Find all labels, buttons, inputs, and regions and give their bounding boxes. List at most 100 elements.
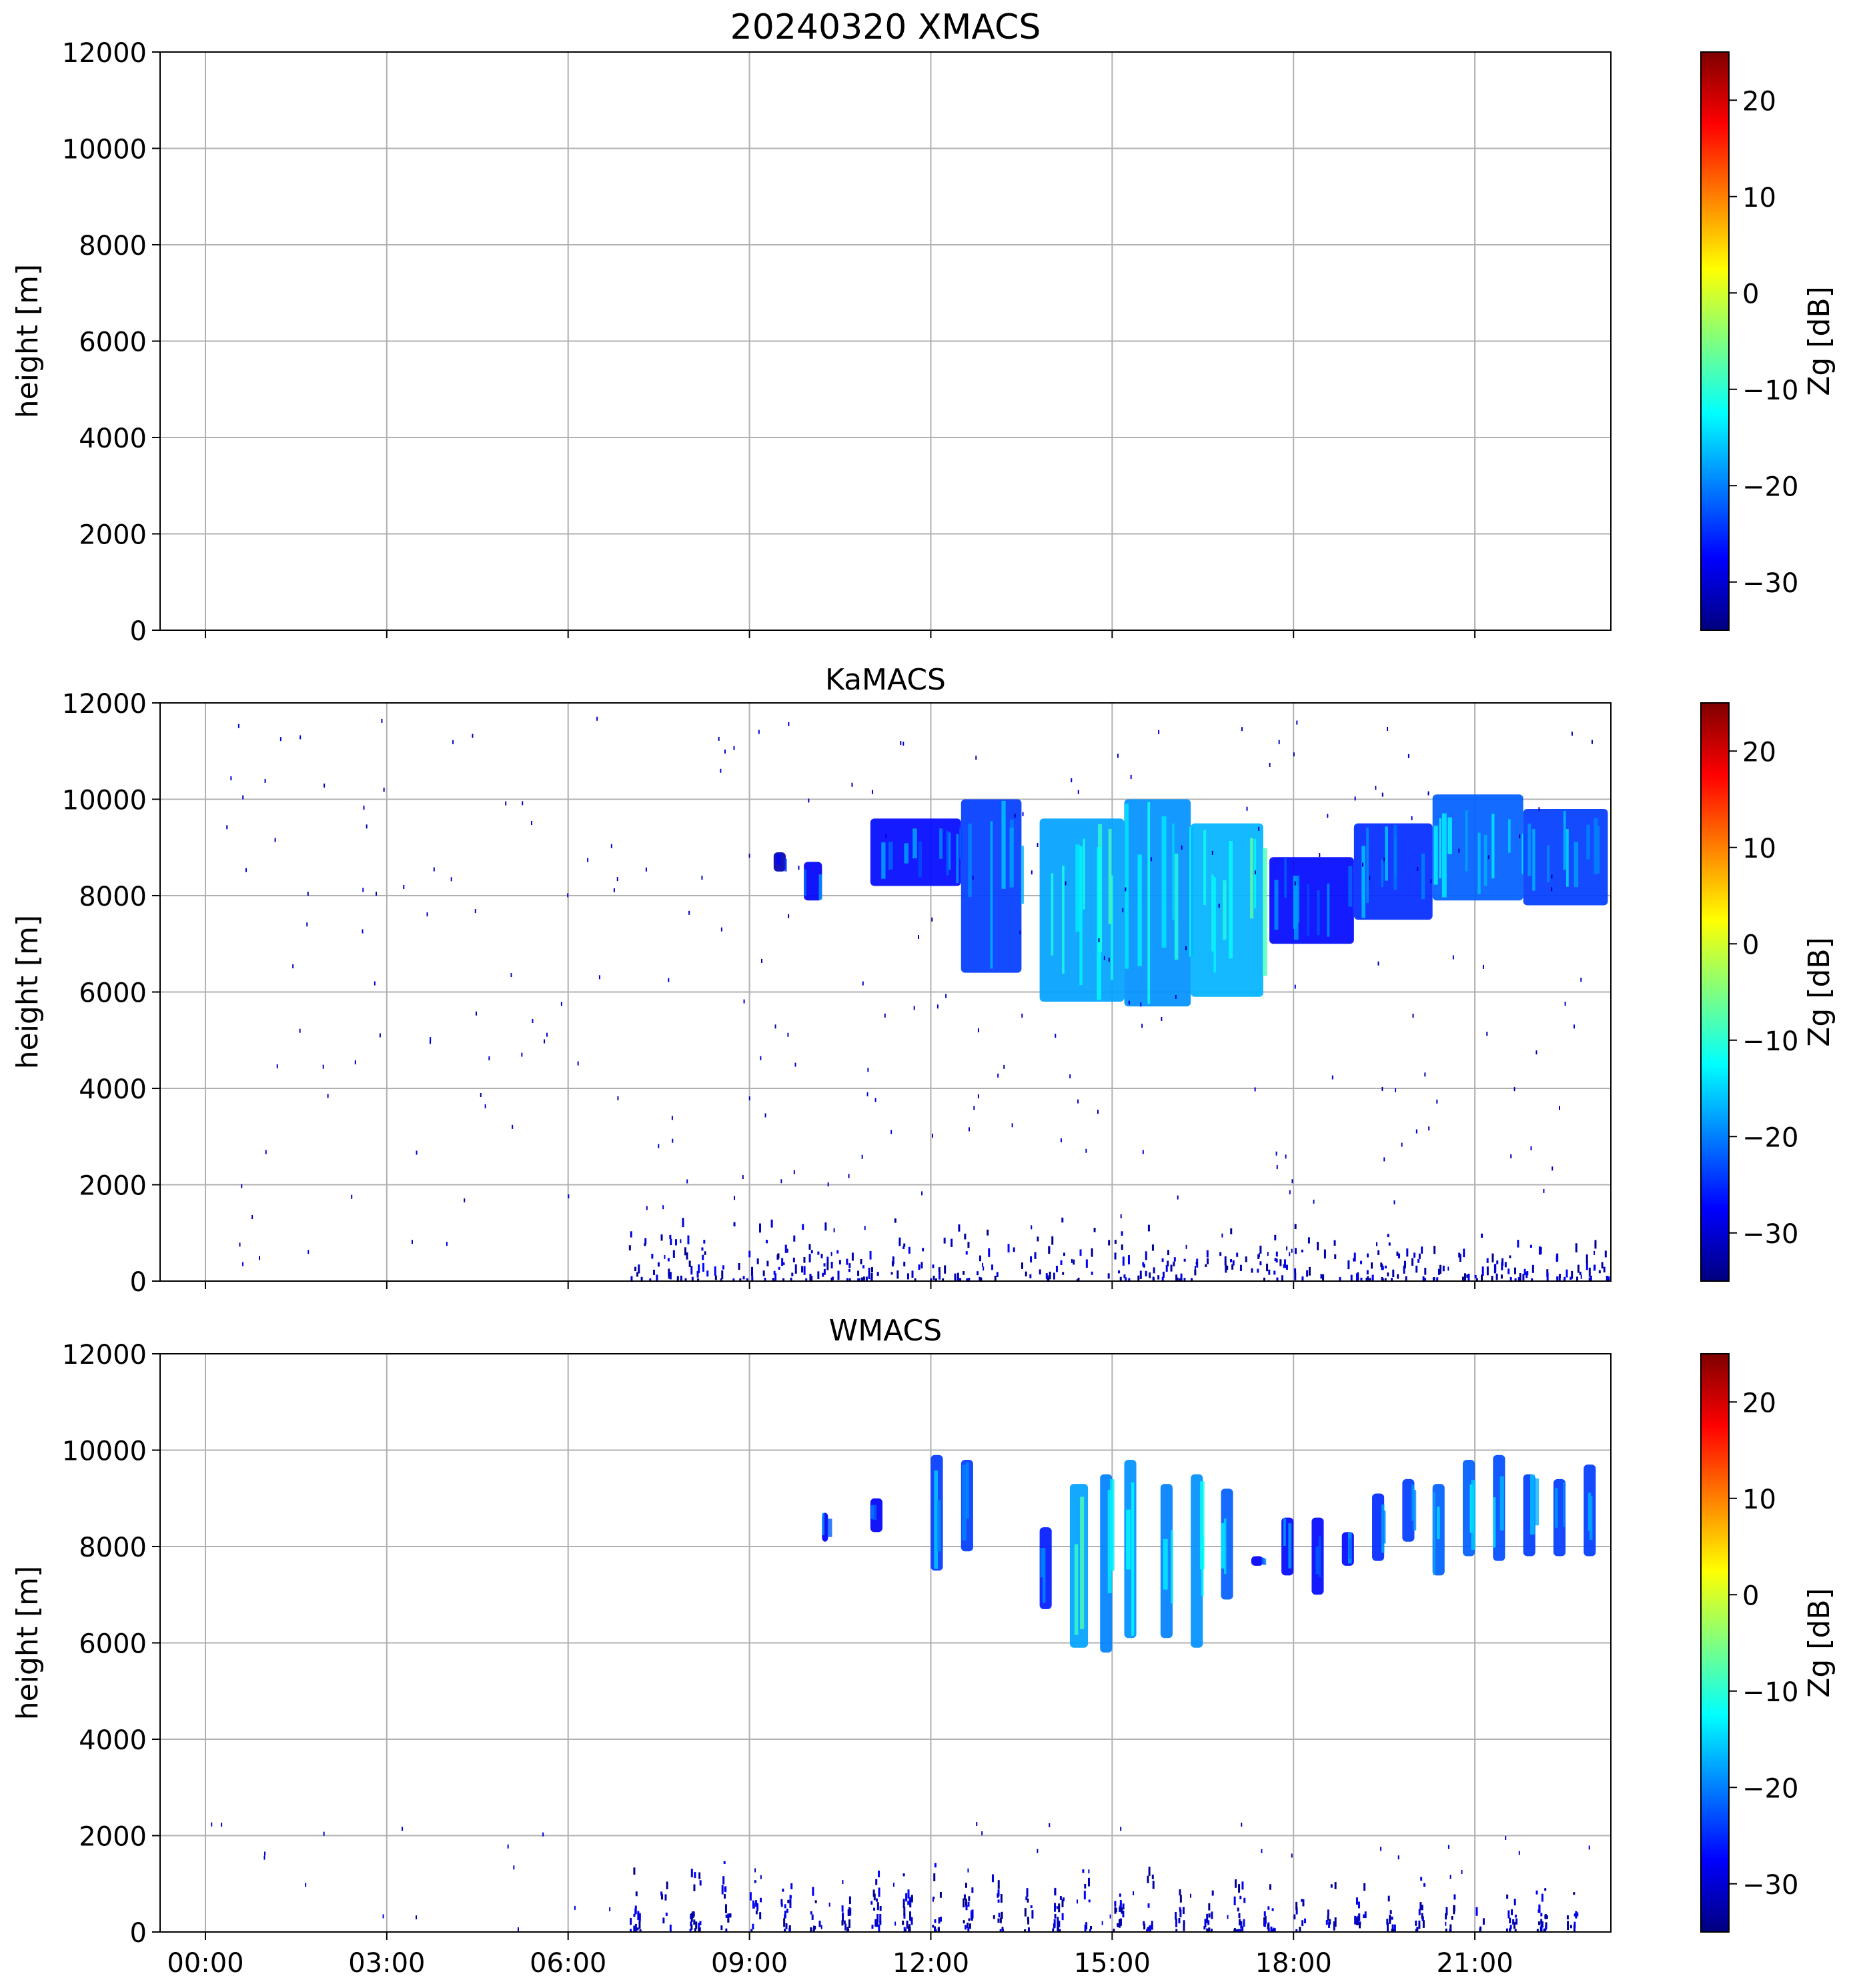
boundary-layer-echo [857,1270,860,1276]
noise-echo [890,1130,892,1134]
boundary-layer-echo [896,1270,899,1279]
boundary-layer-echo [698,1264,700,1273]
boundary-layer-echo [1544,1888,1547,1891]
boundary-layer-echo [805,1278,808,1281]
boundary-layer-echo [1236,1252,1239,1257]
noise-echo [1254,1087,1256,1092]
cloud-echo-streak [1074,1544,1079,1635]
boundary-layer-echo [876,1922,878,1927]
boundary-layer-echo [1424,1278,1427,1281]
boundary-layer-echo [1573,1925,1576,1932]
boundary-layer-echo [1423,1883,1426,1887]
boundary-layer-echo [1183,1920,1185,1925]
boundary-layer-echo [680,1275,682,1281]
noise-echo [1003,1064,1005,1069]
boundary-layer-echo [774,1273,777,1281]
noise-echo [969,1127,971,1132]
noise-echo [1141,1024,1143,1028]
colorbar-tick-label: −10 [1742,1677,1798,1708]
boundary-layer-echo [1301,1276,1304,1281]
noise-echo [1246,806,1248,811]
boundary-layer-echo [1436,1277,1439,1281]
boundary-layer-echo [1241,1926,1244,1932]
noise-echo [1487,855,1489,860]
boundary-layer-echo [1501,1258,1504,1266]
noise-echo [977,1094,979,1098]
boundary-layer-echo [1179,1907,1181,1912]
cloud-echo-streak [1361,846,1365,906]
boundary-layer-echo [760,1897,762,1903]
boundary-layer-echo [1119,1919,1121,1928]
cloud-echo-streak [1471,1479,1476,1551]
panel-xmacs-grid [160,51,1611,631]
boundary-layer-echo [904,1929,907,1932]
boundary-layer-echo [1509,1917,1511,1923]
cloud-echo-streak [1163,1539,1168,1590]
noise-echo [787,1032,789,1037]
y-tick-label: 4000 [79,1725,147,1756]
boundary-layer-echo [1107,1273,1110,1279]
boundary-layer-echo [666,1881,668,1889]
boundary-layer-echo [907,1901,910,1905]
noise-echo [507,1844,509,1849]
boundary-layer-echo [803,1266,806,1275]
noise-echo [610,844,612,848]
boundary-layer-echo [664,1894,667,1901]
noise-echo [230,776,232,781]
boundary-layer-echo [890,1272,893,1275]
noise-echo [1088,1869,1090,1874]
boundary-layer-echo [1259,1245,1262,1254]
boundary-layer-echo [773,1270,776,1275]
boundary-layer-echo [1183,1258,1186,1262]
cloud-echo-streak [822,1513,825,1536]
boundary-layer-echo [1238,1913,1241,1919]
noise-echo [793,1170,795,1174]
boundary-layer-echo [1025,1896,1028,1901]
noise-echo [544,1039,546,1044]
boundary-layer-echo [684,1247,686,1256]
boundary-layer-echo [868,1274,870,1279]
boundary-layer-echo [1576,1276,1579,1281]
cloud-echo-streak [1366,827,1369,904]
noise-echo [1289,1252,1291,1256]
cloud-echo-streak [1563,811,1566,870]
boundary-layer-echo [788,1929,791,1932]
noise-echo [1241,727,1243,732]
boundary-layer-echo [999,1917,1002,1923]
boundary-layer-echo [894,1218,896,1223]
boundary-layer-echo [1381,1278,1384,1281]
noise-echo [1447,1845,1449,1849]
noise-echo [1505,1836,1507,1841]
boundary-layer-echo [1243,1897,1246,1903]
boundary-layer-echo [938,1917,941,1924]
boundary-layer-echo [1387,1895,1390,1902]
boundary-layer-echo [630,1276,633,1281]
noise-echo [788,914,790,918]
cloud-echo-streak [1223,1518,1227,1575]
noise-echo [1354,796,1356,801]
noise-echo [1254,870,1256,875]
colorbar-tick-label: 10 [1742,834,1776,864]
boundary-layer-echo [1238,1884,1241,1893]
panel-kamacs-grid [160,702,1611,1282]
boundary-layer-echo [1356,1273,1359,1281]
boundary-layer-echo [872,1889,875,1897]
noise-echo [1564,1002,1566,1006]
noise-echo [279,737,281,742]
boundary-layer-echo [733,1222,736,1227]
boundary-layer-echo [932,1925,935,1928]
boundary-layer-echo [1206,1913,1209,1921]
boundary-layer-echo [1152,1276,1155,1281]
boundary-layer-echo [784,1904,786,1909]
x-tick-label: 18:00 [1255,1948,1332,1979]
boundary-layer-echo [1233,1929,1236,1932]
boundary-layer-echo [725,1928,728,1932]
boundary-layer-echo [1419,1902,1422,1911]
boundary-layer-echo [723,1861,726,1864]
noise-echo [1376,1242,1378,1246]
boundary-layer-echo [846,1927,849,1932]
cloud-echo-streak [1315,1546,1319,1575]
noise-echo [748,1096,750,1100]
y-tick-label: 6000 [79,327,147,358]
boundary-layer-echo [1339,1276,1341,1281]
